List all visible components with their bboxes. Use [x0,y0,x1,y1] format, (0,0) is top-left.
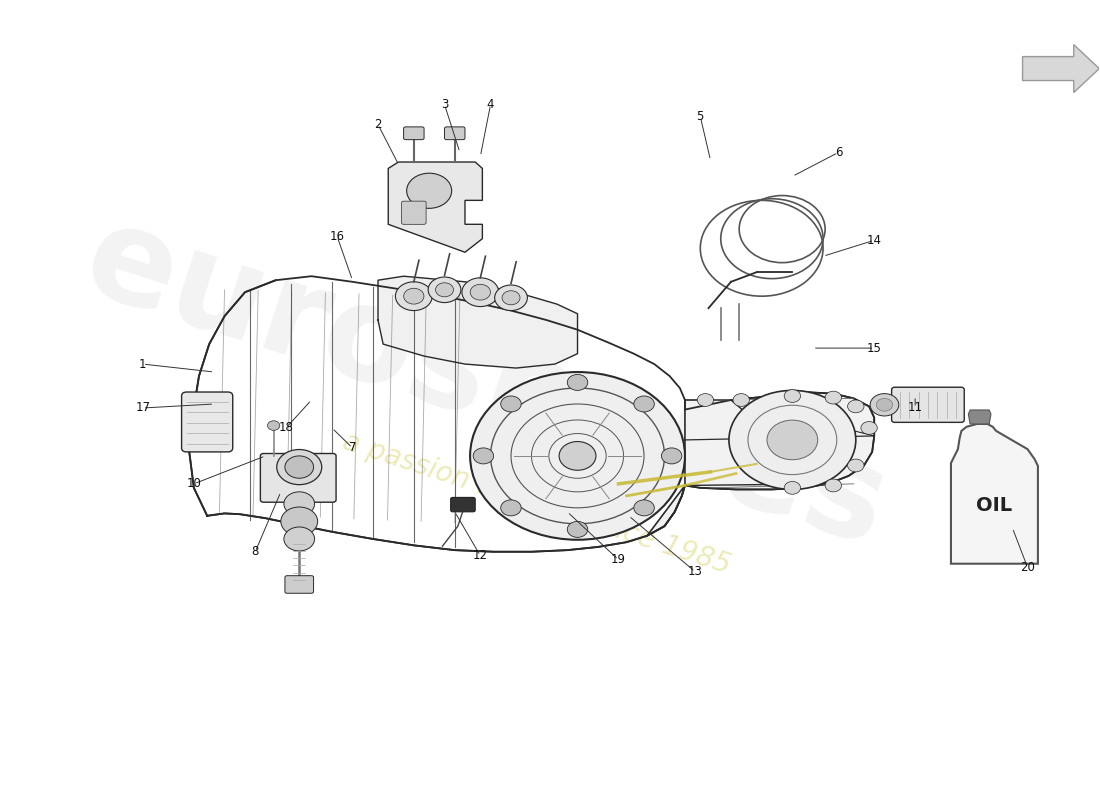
Text: 12: 12 [473,550,487,562]
Text: 20: 20 [1021,562,1035,574]
FancyBboxPatch shape [451,498,475,512]
Circle shape [277,450,321,485]
Text: 8: 8 [252,546,258,558]
Text: a passion for cars since 1985: a passion for cars since 1985 [339,428,734,580]
Circle shape [470,372,685,540]
Polygon shape [968,410,991,424]
Circle shape [568,374,587,390]
Circle shape [697,394,714,406]
Circle shape [500,500,521,516]
Circle shape [733,394,749,406]
FancyBboxPatch shape [444,127,465,140]
Text: eurospares: eurospares [69,194,902,574]
Text: 3: 3 [441,98,448,111]
Circle shape [500,396,521,412]
Circle shape [495,285,527,310]
Text: 1: 1 [139,358,146,370]
Polygon shape [952,424,1038,564]
Circle shape [634,500,654,516]
Text: 14: 14 [867,234,882,246]
Circle shape [395,282,432,310]
Circle shape [285,456,314,478]
Text: 11: 11 [908,402,923,414]
Circle shape [428,277,461,302]
Circle shape [825,479,842,492]
Circle shape [473,448,494,464]
FancyBboxPatch shape [182,392,233,452]
Circle shape [267,421,279,430]
Circle shape [729,390,856,490]
Polygon shape [378,276,578,368]
Circle shape [502,290,520,305]
Circle shape [848,459,864,472]
Text: 5: 5 [696,110,704,123]
Circle shape [870,394,899,416]
Text: 15: 15 [867,342,882,354]
Text: 13: 13 [688,566,703,578]
Circle shape [848,400,864,413]
Circle shape [568,522,587,538]
Polygon shape [1023,45,1099,93]
Circle shape [470,284,491,300]
Circle shape [559,442,596,470]
Text: 4: 4 [487,98,494,111]
Circle shape [407,173,452,208]
Text: 18: 18 [278,422,294,434]
Polygon shape [647,392,874,536]
Circle shape [284,527,315,551]
Circle shape [825,391,842,404]
Circle shape [436,282,453,297]
Circle shape [877,398,892,411]
Text: 17: 17 [135,402,151,414]
Text: OIL: OIL [977,495,1012,514]
FancyBboxPatch shape [402,201,426,224]
Text: 16: 16 [330,230,344,242]
Circle shape [784,390,801,402]
Text: 19: 19 [610,554,626,566]
Circle shape [462,278,498,306]
Circle shape [634,396,654,412]
FancyBboxPatch shape [285,576,314,594]
Circle shape [661,448,682,464]
Circle shape [404,288,424,304]
Text: 10: 10 [186,478,201,490]
Polygon shape [388,162,483,252]
Text: 2: 2 [374,118,382,131]
FancyBboxPatch shape [404,127,425,140]
Text: 6: 6 [835,146,843,159]
Circle shape [767,420,817,460]
FancyBboxPatch shape [892,387,965,422]
FancyBboxPatch shape [261,454,337,502]
Circle shape [280,507,318,536]
Circle shape [861,422,878,434]
Circle shape [284,492,315,516]
Text: 7: 7 [349,442,356,454]
Circle shape [784,482,801,494]
